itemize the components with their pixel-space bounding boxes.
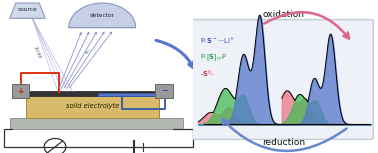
Polygon shape (10, 3, 45, 18)
Polygon shape (69, 3, 136, 28)
Bar (155, 84, 173, 98)
Bar (26, 95, 159, 118)
Text: e⁻: e⁻ (85, 50, 92, 54)
Text: solid electrolyte: solid electrolyte (66, 103, 119, 109)
Text: reduction: reduction (262, 138, 305, 147)
Bar (26, 91, 159, 96)
Text: P-[$\mathbf{S}$]$_n$-P: P-[$\mathbf{S}$]$_n$-P (200, 52, 228, 63)
Text: oxidation: oxidation (262, 10, 305, 19)
Bar (12, 84, 29, 98)
Bar (98, 93, 159, 96)
Text: P-$\mathbf{S}^-$···Li$^+$: P-$\mathbf{S}^-$···Li$^+$ (200, 35, 235, 46)
Text: X-ray: X-ray (32, 45, 43, 59)
Text: detector: detector (90, 13, 115, 18)
Text: −: − (162, 87, 169, 95)
Text: -$\mathbf{S}^0$-: -$\mathbf{S}^0$- (200, 68, 214, 80)
Bar (10, 118, 183, 129)
FancyBboxPatch shape (192, 20, 373, 139)
Text: source: source (18, 7, 37, 12)
Text: +: + (17, 87, 24, 95)
